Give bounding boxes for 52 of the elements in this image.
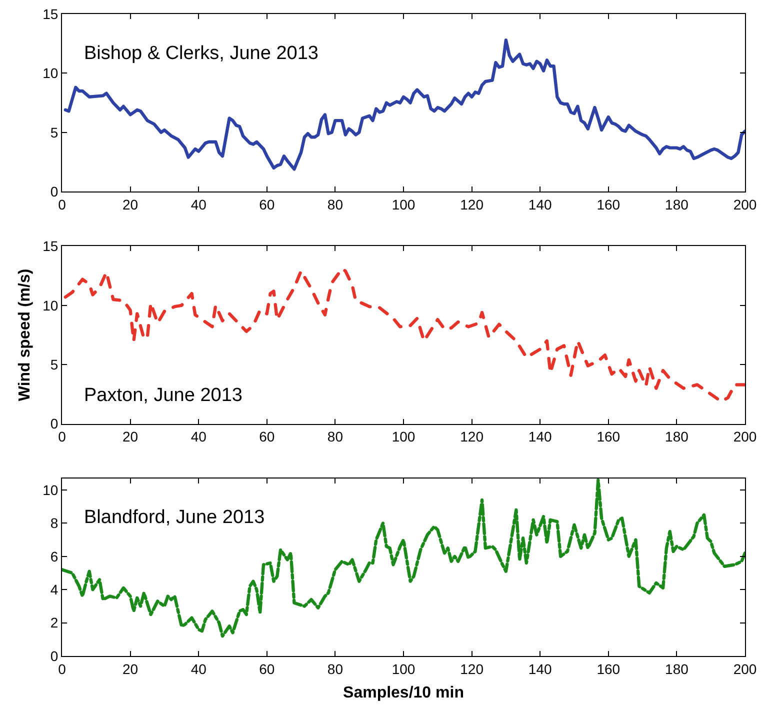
x-tick-label: 60 (259, 660, 275, 677)
x-tick-label: 60 (259, 428, 275, 445)
x-tick-label: 180 (665, 428, 689, 445)
line-series (64, 267, 745, 403)
y-axis-title: Wind speed (m/s) (16, 268, 34, 402)
y-tick-label: 0 (50, 416, 58, 432)
x-tick-label: 180 (665, 196, 689, 212)
x-tick-label: 160 (596, 660, 620, 677)
x-tick-label: 100 (392, 428, 416, 445)
x-tick-label: 80 (327, 196, 344, 212)
y-tick-label: 5 (50, 124, 58, 140)
y-tick-label: 4 (50, 582, 58, 598)
y-tick-label: 0 (50, 184, 58, 200)
x-tick-label: 20 (122, 428, 138, 445)
x-tick-label: 160 (596, 428, 620, 445)
x-tick-label: 120 (460, 196, 484, 212)
y-tick-label: 15 (42, 238, 58, 254)
x-tick-label: 200 (733, 660, 757, 677)
y-tick-label: 15 (42, 6, 58, 22)
x-tick-label: 80 (327, 660, 344, 677)
y-tick-label: 10 (42, 482, 58, 498)
y-tick-label: 10 (42, 297, 58, 314)
x-tick-label: 40 (190, 196, 207, 212)
x-tick-label: 180 (665, 660, 689, 677)
x-tick-label: 120 (460, 428, 484, 445)
x-axis-title: Samples/10 min (343, 684, 464, 702)
x-tick-label: 200 (733, 196, 757, 212)
y-tick-label: 2 (50, 614, 58, 631)
annotation: Paxton, June 2013 (84, 385, 242, 406)
y-tick-label: 6 (50, 548, 58, 564)
line-series (62, 478, 745, 638)
x-tick-label: 100 (392, 660, 416, 677)
x-tick-label: 60 (259, 196, 275, 212)
x-tick-label: 80 (327, 428, 344, 445)
y-tick-label: 10 (42, 65, 58, 82)
x-tick-label: 140 (528, 428, 552, 445)
x-tick-label: 20 (122, 196, 138, 212)
annotation: Bishop & Clerks, June 2013 (84, 43, 318, 64)
x-tick-label: 120 (460, 660, 484, 677)
x-tick-label: 140 (528, 196, 552, 212)
x-tick-label: 140 (528, 660, 552, 677)
x-tick-label: 40 (190, 660, 207, 677)
x-tick-label: 160 (596, 196, 620, 212)
annotation: Blandford, June 2013 (84, 507, 265, 528)
line-series (64, 38, 745, 171)
x-tick-label: 100 (392, 196, 416, 212)
y-tick-label: 0 (50, 648, 58, 664)
y-tick-label: 8 (50, 515, 58, 532)
y-tick-label: 5 (50, 356, 58, 372)
x-tick-label: 40 (190, 428, 207, 445)
x-tick-label: 20 (122, 660, 138, 677)
x-tick-label: 200 (733, 428, 757, 445)
